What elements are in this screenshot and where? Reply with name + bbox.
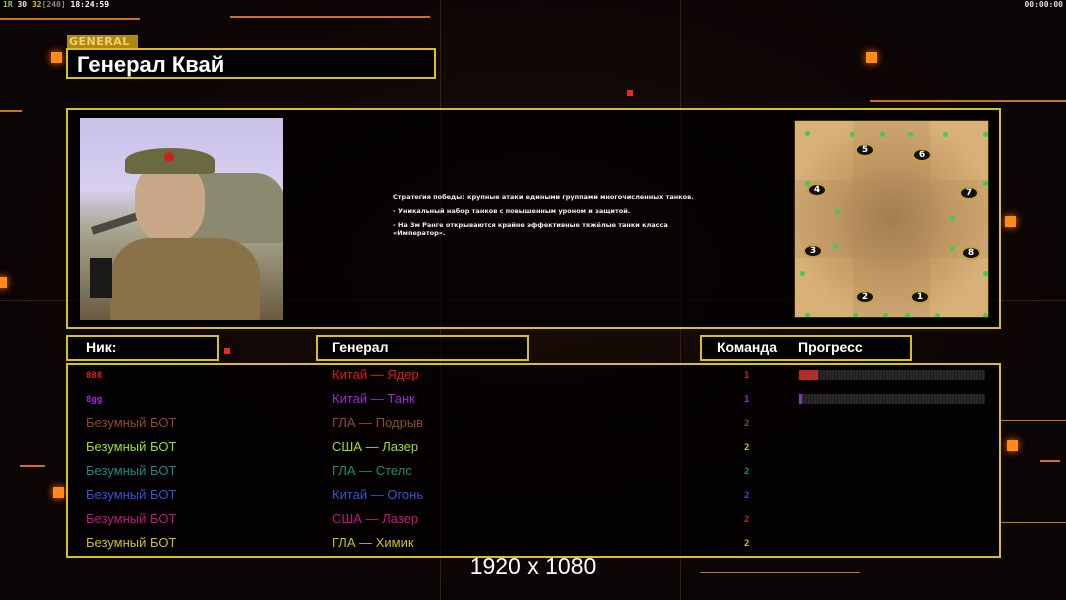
player-list: 888 Китай — Ядер 1 8gg Китай — Танк 1 Безу… bbox=[66, 363, 1001, 558]
start-position-2: 2 bbox=[855, 290, 875, 304]
player-general: Китай — Ядер bbox=[332, 367, 419, 382]
player-nick: 888 bbox=[86, 371, 103, 381]
map-preview: 1 2 3 4 5 6 7 8 bbox=[794, 120, 989, 318]
player-nick: Безумный БОТ bbox=[86, 511, 177, 526]
player-row: 888 Китай — Ядер 1 bbox=[68, 367, 999, 391]
player-team: 2 bbox=[744, 467, 750, 477]
load-progress-fill bbox=[799, 370, 818, 380]
player-general: ГЛА — Подрыв bbox=[332, 415, 424, 430]
column-header-progress: Прогресс bbox=[798, 339, 863, 355]
player-row: Безумный БОТ США — Лазер 2 bbox=[68, 511, 999, 535]
resolution-label: 1920 x 1080 bbox=[469, 553, 597, 579]
player-team: 2 bbox=[744, 539, 750, 549]
start-position-8: 8 bbox=[961, 246, 981, 260]
player-row: Безумный БОТ ГЛА — Подрыв 2 bbox=[68, 415, 999, 439]
start-position-3: 3 bbox=[803, 244, 823, 258]
load-progress-fill bbox=[799, 394, 802, 404]
status-bar: 1R 30 32[240] 18:24:59 bbox=[3, 0, 110, 9]
player-nick: Безумный БОТ bbox=[86, 463, 177, 478]
general-title: Генерал Квай bbox=[66, 48, 436, 79]
player-row: Безумный БОТ США — Лазер 2 bbox=[68, 439, 999, 463]
column-header-team: Команда bbox=[717, 339, 777, 355]
clock: 00:00:00 bbox=[1024, 0, 1063, 9]
player-team: 1 bbox=[744, 395, 750, 405]
player-nick: Безумный БОТ bbox=[86, 535, 177, 550]
column-header-team-progress: Команда Прогресс bbox=[700, 335, 912, 361]
start-position-4: 4 bbox=[807, 183, 827, 197]
load-progress-bar bbox=[799, 370, 985, 380]
player-nick: Безумный БОТ bbox=[86, 439, 177, 454]
player-general: ГЛА — Стелс bbox=[332, 463, 412, 478]
player-team: 1 bbox=[744, 371, 750, 381]
player-team: 2 bbox=[744, 419, 750, 429]
player-general: США — Лазер bbox=[332, 439, 419, 454]
strategy-description: Стратегия победы: крупные атаки едиными … bbox=[393, 193, 694, 237]
start-position-5: 5 bbox=[855, 143, 875, 157]
general-portrait bbox=[80, 118, 283, 320]
player-general: США — Лазер bbox=[332, 511, 419, 526]
section-label: GENERAL bbox=[67, 35, 138, 48]
player-nick: Безумный БОТ bbox=[86, 487, 177, 502]
player-general: Китай — Танк bbox=[332, 391, 415, 406]
column-header-general: Генерал bbox=[316, 335, 529, 361]
player-row: 8gg Китай — Танк 1 bbox=[68, 391, 999, 415]
column-header-nick: Ник: bbox=[66, 335, 219, 361]
start-position-6: 6 bbox=[912, 148, 932, 162]
player-nick: Безумный БОТ bbox=[86, 415, 177, 430]
player-team: 2 bbox=[744, 515, 750, 525]
player-general: ГЛА — Химик bbox=[332, 535, 414, 550]
player-nick: 8gg bbox=[86, 395, 103, 405]
player-team: 2 bbox=[744, 443, 750, 453]
player-row: Безумный БОТ Китай — Огонь 2 bbox=[68, 487, 999, 511]
start-position-1: 1 bbox=[910, 290, 930, 304]
player-row: Безумный БОТ ГЛА — Химик 2 bbox=[68, 535, 999, 559]
load-progress-bar bbox=[799, 394, 985, 404]
start-position-7: 7 bbox=[959, 186, 979, 200]
player-general: Китай — Огонь bbox=[332, 487, 424, 502]
player-row: Безумный БОТ ГЛА — Стелс 2 bbox=[68, 463, 999, 487]
player-team: 2 bbox=[744, 491, 750, 501]
